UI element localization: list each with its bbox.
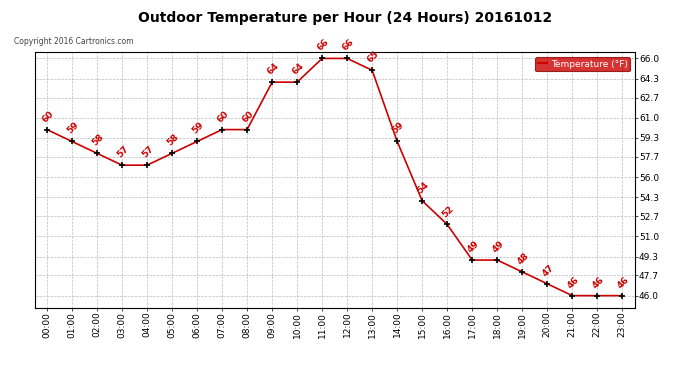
Text: 49: 49 [491,239,506,255]
Text: 46: 46 [565,275,580,290]
Text: 60: 60 [40,109,55,124]
Text: 47: 47 [540,263,555,278]
Text: 64: 64 [265,61,280,76]
Text: 52: 52 [440,204,455,219]
Text: 64: 64 [290,61,306,76]
Text: 59: 59 [391,121,406,136]
Text: Copyright 2016 Cartronics.com: Copyright 2016 Cartronics.com [14,38,133,46]
Text: 58: 58 [90,132,106,148]
Text: 65: 65 [365,50,380,65]
Text: 48: 48 [515,251,531,266]
Text: 57: 57 [140,144,155,160]
Text: 59: 59 [190,121,206,136]
Text: 58: 58 [165,132,180,148]
Text: 66: 66 [315,38,331,53]
Text: 54: 54 [415,180,431,195]
Text: 66: 66 [340,38,355,53]
Text: 60: 60 [240,109,255,124]
Legend: Temperature (°F): Temperature (°F) [535,57,630,71]
Text: 59: 59 [65,121,80,136]
Text: 46: 46 [615,275,631,290]
Text: 46: 46 [591,275,606,290]
Text: Outdoor Temperature per Hour (24 Hours) 20161012: Outdoor Temperature per Hour (24 Hours) … [138,11,552,25]
Text: 57: 57 [115,144,130,160]
Text: 49: 49 [465,239,481,255]
Text: 60: 60 [215,109,230,124]
